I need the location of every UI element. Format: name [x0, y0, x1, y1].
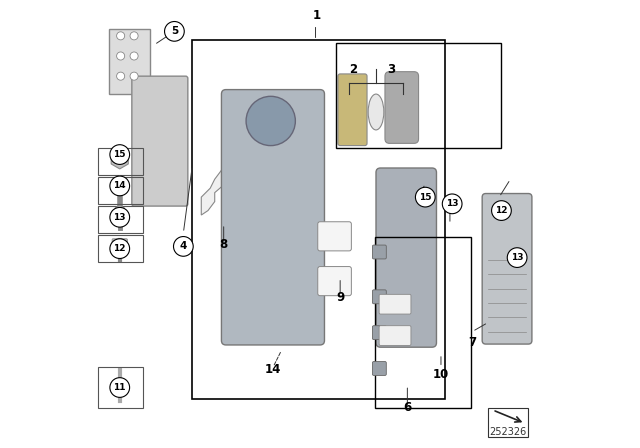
FancyBboxPatch shape: [379, 294, 411, 314]
Circle shape: [415, 187, 435, 207]
FancyBboxPatch shape: [221, 90, 324, 345]
Circle shape: [116, 52, 125, 60]
FancyBboxPatch shape: [482, 194, 532, 344]
Circle shape: [110, 207, 130, 227]
Text: 4: 4: [180, 241, 187, 251]
FancyBboxPatch shape: [372, 290, 387, 304]
Circle shape: [130, 72, 138, 80]
Text: 11: 11: [113, 383, 126, 392]
Circle shape: [246, 96, 296, 146]
Text: 13: 13: [446, 199, 458, 208]
Text: 13: 13: [511, 253, 524, 262]
Circle shape: [442, 194, 462, 214]
FancyBboxPatch shape: [379, 326, 411, 345]
FancyBboxPatch shape: [317, 222, 351, 251]
FancyBboxPatch shape: [109, 29, 150, 94]
Text: 13: 13: [113, 213, 126, 222]
Circle shape: [492, 201, 511, 220]
Text: 2: 2: [349, 63, 358, 76]
Text: 15: 15: [419, 193, 431, 202]
Text: 1: 1: [312, 9, 321, 22]
Circle shape: [116, 72, 125, 80]
Text: 14: 14: [113, 181, 126, 190]
FancyBboxPatch shape: [317, 267, 351, 296]
Text: 10: 10: [433, 367, 449, 381]
Text: 252326: 252326: [490, 427, 527, 437]
Text: 9: 9: [336, 291, 344, 305]
Circle shape: [173, 237, 193, 256]
Text: 12: 12: [113, 244, 126, 253]
FancyBboxPatch shape: [372, 362, 387, 375]
Text: 6: 6: [403, 401, 412, 414]
Ellipse shape: [368, 94, 384, 130]
Text: 14: 14: [265, 363, 281, 376]
Circle shape: [110, 378, 130, 397]
Text: 12: 12: [495, 206, 508, 215]
Circle shape: [110, 239, 130, 258]
Polygon shape: [202, 170, 237, 215]
Circle shape: [116, 32, 125, 40]
Circle shape: [508, 248, 527, 267]
FancyBboxPatch shape: [385, 72, 419, 143]
Text: 8: 8: [220, 237, 228, 251]
FancyBboxPatch shape: [132, 76, 188, 206]
FancyBboxPatch shape: [488, 408, 529, 437]
FancyBboxPatch shape: [338, 74, 367, 146]
FancyBboxPatch shape: [112, 239, 127, 246]
Circle shape: [110, 145, 130, 164]
Text: 3: 3: [388, 63, 396, 76]
Text: 15: 15: [113, 150, 126, 159]
FancyBboxPatch shape: [372, 245, 387, 259]
Circle shape: [110, 176, 130, 196]
FancyBboxPatch shape: [372, 326, 387, 340]
Text: 7: 7: [468, 336, 476, 349]
Circle shape: [130, 32, 138, 40]
FancyBboxPatch shape: [376, 168, 436, 347]
Circle shape: [164, 22, 184, 41]
Circle shape: [130, 52, 138, 60]
Text: 5: 5: [171, 26, 178, 36]
